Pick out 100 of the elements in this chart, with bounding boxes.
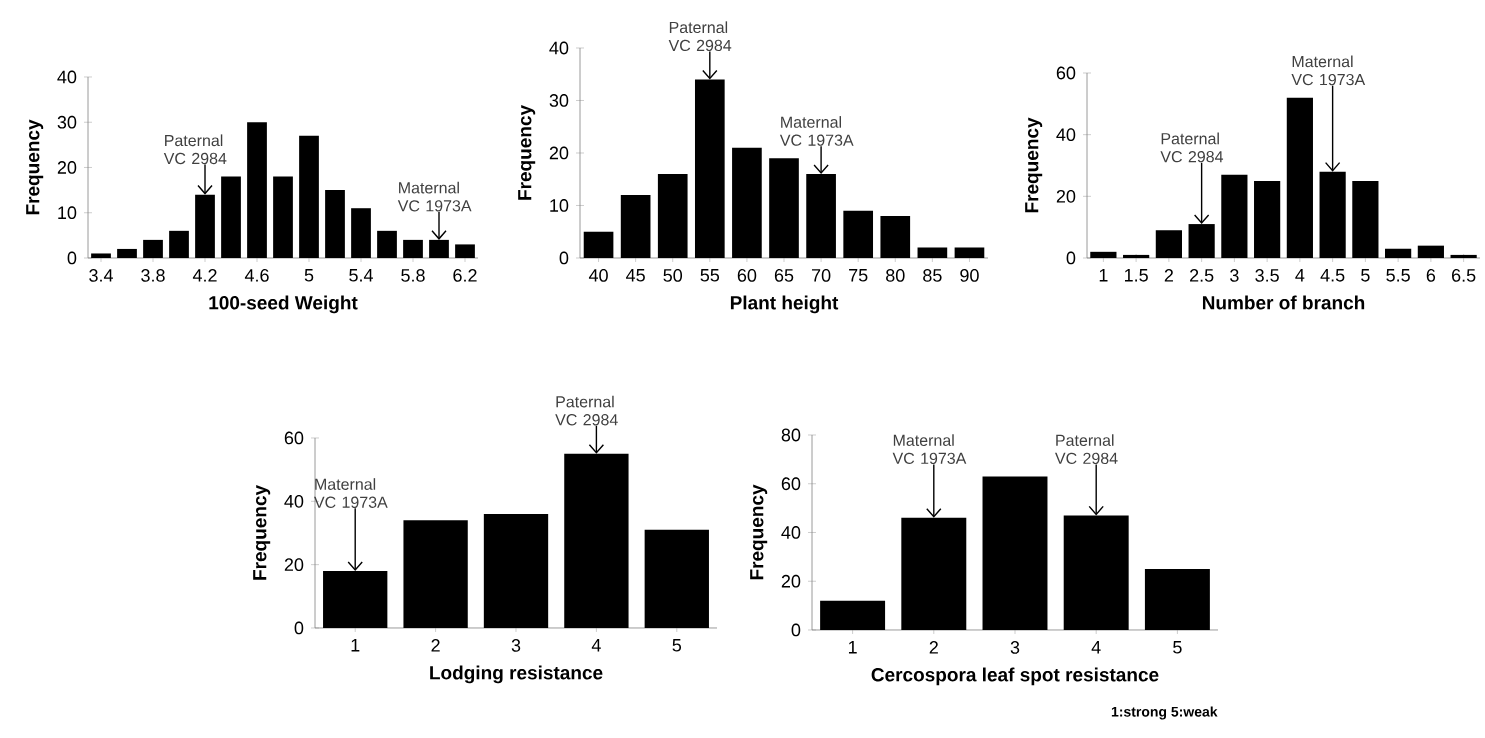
x-tick-label: 2 (929, 641, 938, 654)
y-tick-label: 10 (550, 199, 569, 212)
y-tick-label: 30 (549, 94, 569, 107)
bar (455, 244, 475, 258)
bar (843, 210, 874, 258)
annotation: Maternal VC 1973A (314, 478, 388, 508)
x-axis-title: Cercospora leaf spot resistance (871, 667, 1159, 686)
x-tick-label: 5.5 (1386, 269, 1410, 282)
x-tick-label: 60 (737, 269, 757, 282)
annotation: Maternal VC 1973A (1291, 55, 1366, 86)
bar (273, 176, 293, 258)
y-tick-label: 60 (781, 477, 801, 491)
annotation: Paternal VC 2984 (1055, 434, 1118, 465)
x-tick-label: 4.2 (192, 269, 217, 282)
y-tick-label: 40 (57, 70, 77, 84)
y-tick-label: 0 (1066, 251, 1076, 265)
bar (377, 230, 397, 258)
x-axis-title: Lodging resistance (430, 665, 603, 684)
x-tick-label: 5.8 (401, 269, 425, 282)
x-tick-label: 3.8 (141, 269, 165, 282)
x-tick-label: 45 (626, 269, 645, 282)
y-tick-label: 40 (549, 41, 569, 55)
bar (117, 248, 137, 258)
y-tick-label: 20 (781, 574, 801, 588)
bar (403, 239, 423, 258)
y-tick-label: 0 (67, 251, 77, 265)
x-tick-label: 3 (1230, 269, 1239, 282)
x-axis-title: Number of branch (1202, 295, 1365, 310)
x-tick-label: 6.2 (453, 269, 477, 282)
x-tick-label: 55 (700, 269, 720, 282)
annotation: Maternal VC 1973A (892, 434, 967, 465)
x-tick-label: 1.5 (1125, 269, 1148, 282)
y-tick-label: 20 (1056, 189, 1076, 203)
bar (1090, 251, 1117, 258)
y-tick-label: 60 (284, 431, 304, 445)
bar (880, 215, 911, 258)
y-tick-label: 10 (58, 206, 77, 220)
bar (299, 135, 319, 258)
bar (1417, 245, 1444, 258)
text: 1:strong 5:weak (1111, 706, 1218, 720)
bar (403, 520, 468, 628)
y-tick-label: 40 (1056, 128, 1076, 142)
x-tick-label: 4 (1295, 269, 1305, 282)
y-tick-label: 20 (57, 161, 77, 174)
bar (820, 600, 886, 630)
x-tick-label: 5 (1173, 641, 1182, 654)
bar (1450, 254, 1477, 258)
x-tick-label: 40 (588, 269, 608, 282)
x-tick-label: 3.5 (1255, 269, 1279, 282)
bar (1286, 97, 1313, 258)
bar (1352, 180, 1379, 258)
x-tick-label: 50 (663, 269, 683, 282)
x-tick-label: 1 (1099, 269, 1108, 282)
x-tick-label: 65 (774, 269, 794, 282)
bar (620, 194, 651, 258)
x-tick-label: 80 (886, 269, 905, 282)
bar (644, 529, 709, 628)
y-tick-label: 40 (781, 526, 801, 539)
x-tick-label: 4.6 (244, 269, 269, 282)
bar (221, 176, 241, 258)
annotation: Paternal VC 2984 (1160, 132, 1224, 163)
x-tick-label: 3.4 (89, 269, 113, 282)
annotation: Paternal VC 2984 (163, 134, 227, 165)
annotation: Paternal VC 2984 (668, 21, 732, 52)
x-tick-label: 3 (1010, 641, 1020, 654)
x-tick-label: 4.5 (1320, 269, 1345, 282)
bar (143, 239, 163, 258)
x-tick-label: 5 (304, 269, 314, 282)
bar (1254, 180, 1281, 258)
x-tick-label: 5 (1361, 269, 1370, 282)
y-tick-label: 0 (559, 251, 569, 265)
bar (982, 476, 1048, 630)
y-tick-label: 20 (549, 146, 569, 160)
bar (483, 513, 549, 628)
y-axis-title: Frequency (26, 119, 44, 215)
bar (351, 208, 371, 258)
x-tick-label: 90 (960, 269, 979, 282)
bar (247, 122, 267, 258)
bar (583, 231, 614, 258)
bar (769, 158, 799, 258)
x-tick-label: 2.5 (1190, 269, 1214, 282)
y-tick-label: 20 (284, 558, 304, 572)
y-tick-label: 0 (791, 623, 801, 637)
y-tick-label: 0 (294, 621, 304, 635)
bar (657, 173, 688, 258)
annotation: Maternal VC 1973A (397, 181, 472, 212)
x-tick-label: 75 (849, 269, 868, 282)
x-tick-label: 85 (923, 269, 942, 282)
x-tick-label: 5.4 (349, 269, 373, 282)
bar (1123, 254, 1150, 258)
x-tick-label: 70 (811, 269, 831, 282)
y-axis-title: Frequency (1025, 117, 1043, 213)
x-tick-label: 3 (511, 639, 521, 652)
x-tick-label: 6 (1426, 269, 1436, 282)
y-axis-title: Frequency (518, 105, 536, 200)
x-tick-label: 4 (1091, 641, 1101, 654)
x-axis-title: Plant height (730, 295, 839, 314)
y-axis-title: Frequency (253, 485, 271, 580)
x-tick-label: 4 (591, 639, 601, 652)
y-tick-label: 30 (57, 115, 77, 129)
